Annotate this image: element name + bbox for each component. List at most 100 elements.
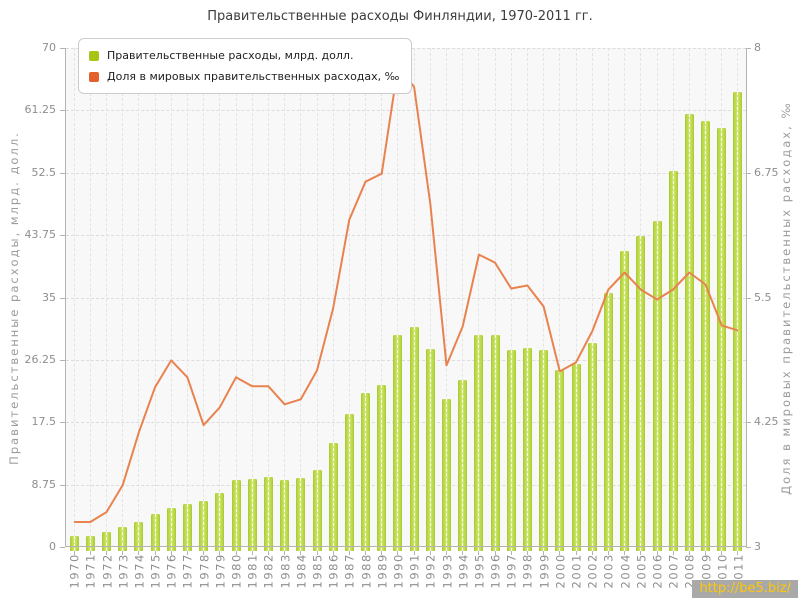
x-axis-label-1986: 1986	[326, 553, 341, 589]
x-axis-tick	[397, 551, 399, 555]
x-axis-tick	[73, 551, 75, 555]
left-axis-tick	[60, 359, 65, 361]
bar-2011[interactable]	[733, 91, 743, 551]
horizontal-gridline	[66, 110, 746, 112]
x-axis-label-1987: 1987	[342, 553, 357, 589]
x-axis-label-1993: 1993	[440, 553, 454, 589]
bar-2004[interactable]	[620, 250, 630, 551]
bar-1973[interactable]	[118, 527, 128, 551]
left-axis-tick-label: 61.25	[24, 103, 57, 117]
x-axis-tick	[284, 551, 286, 555]
bar-1978[interactable]	[199, 501, 209, 551]
bar-2010[interactable]	[717, 127, 727, 552]
left-axis-tick-label: 8.75	[31, 477, 57, 491]
right-axis-tick	[746, 297, 751, 299]
bar-1987[interactable]	[344, 413, 354, 552]
bar-1984[interactable]	[296, 477, 306, 552]
x-axis-label-1989: 1989	[375, 553, 390, 589]
x-axis-tick	[705, 551, 706, 555]
bar-2009[interactable]	[701, 121, 710, 551]
bar-1990[interactable]	[393, 335, 403, 551]
bar-2008[interactable]	[684, 113, 694, 552]
bar-1975[interactable]	[150, 513, 160, 551]
x-axis-tick	[348, 551, 350, 555]
x-axis-tick	[462, 551, 464, 555]
plot-area: 1970 1971 1972 1973 1974 1975 1976 1977 1978 1979…	[65, 48, 747, 589]
vertical-gridline	[186, 48, 188, 547]
x-axis-tick	[138, 551, 140, 555]
x-axis-tick	[559, 551, 561, 555]
bar-2002[interactable]	[587, 343, 597, 551]
right-axis-tick-label: 6.75	[754, 165, 779, 179]
left-axis-tick-label: 17.5	[31, 415, 57, 429]
x-axis-label-1972: 1972	[100, 553, 114, 589]
x-axis-label-1973: 1973	[116, 553, 131, 589]
vertical-gridline	[138, 48, 140, 547]
bar-1999[interactable]	[539, 350, 549, 551]
share-legend-label: Доля в мировых правительственных расхода…	[107, 70, 400, 83]
bar-1970[interactable]	[69, 536, 79, 551]
x-axis-label-1971: 1971	[83, 553, 98, 589]
x-axis-tick	[235, 551, 237, 555]
bar-2005[interactable]	[636, 236, 646, 551]
bar-2001[interactable]	[571, 363, 581, 552]
bar-1989[interactable]	[377, 385, 387, 551]
bar-1996[interactable]	[490, 335, 500, 551]
x-axis-tick	[429, 551, 431, 555]
x-axis-label-1984: 1984	[294, 553, 309, 589]
x-axis-line	[65, 546, 747, 547]
x-axis-tick	[219, 551, 221, 555]
bar-1994[interactable]	[458, 380, 468, 551]
right-axis-tick	[746, 422, 751, 424]
x-axis-label-1970: 1970	[67, 553, 82, 589]
x-axis-tick	[154, 551, 156, 555]
x-axis-tick	[656, 551, 658, 555]
bar-2000[interactable]	[555, 370, 565, 551]
bar-1985[interactable]	[312, 470, 322, 551]
bar-1992[interactable]	[425, 348, 435, 552]
x-axis-tick	[721, 551, 723, 555]
bar-1997[interactable]	[506, 350, 516, 551]
bar-1993[interactable]	[442, 399, 451, 551]
vertical-gridline	[89, 48, 91, 547]
right-axis-tick	[746, 172, 751, 174]
x-axis-tick	[672, 551, 674, 555]
bar-1995[interactable]	[474, 334, 484, 552]
legend-item-share[interactable]: Доля в мировых правительственных расхода…	[89, 66, 399, 87]
bar-1986[interactable]	[328, 442, 338, 552]
x-axis-tick	[203, 551, 205, 555]
x-axis-tick	[332, 551, 334, 555]
watermark-link[interactable]: http://be5.biz/	[692, 580, 798, 598]
bar-1980[interactable]	[231, 480, 241, 551]
bar-1971[interactable]	[85, 535, 95, 552]
bar-2006[interactable]	[652, 221, 662, 551]
x-axis-tick	[591, 551, 593, 555]
bar-2003[interactable]	[603, 292, 613, 551]
bar-1977[interactable]	[182, 504, 192, 551]
right-axis-tick-label: 8	[754, 41, 761, 54]
bar-1998[interactable]	[522, 348, 532, 551]
bar-1974[interactable]	[134, 522, 144, 551]
vertical-gridline	[235, 48, 237, 547]
bar-1979[interactable]	[215, 492, 225, 552]
x-axis-tick	[300, 551, 302, 555]
bar-1982[interactable]	[263, 477, 273, 551]
left-axis-tick	[60, 235, 65, 237]
vertical-gridline	[73, 48, 75, 547]
x-axis-tick	[106, 551, 107, 555]
left-axis-tick	[60, 172, 65, 174]
bar-1991[interactable]	[409, 327, 419, 551]
bar-1981[interactable]	[247, 479, 257, 551]
x-axis-label-1992: 1992	[423, 553, 438, 589]
bar-1976[interactable]	[166, 507, 176, 552]
bar-1972[interactable]	[102, 532, 111, 551]
right-axis-tick-label: 4.25	[754, 415, 779, 429]
bar-1983[interactable]	[280, 480, 290, 551]
x-axis-label-1985: 1985	[310, 553, 325, 589]
bar-2007[interactable]	[668, 171, 678, 551]
legend-item-expenditures[interactable]: Правительственные расходы, млрд. долл.	[89, 45, 399, 66]
bar-1988[interactable]	[361, 393, 370, 551]
left-axis-tick	[60, 48, 65, 49]
x-axis-tick	[267, 551, 269, 555]
x-axis-tick	[624, 551, 626, 555]
